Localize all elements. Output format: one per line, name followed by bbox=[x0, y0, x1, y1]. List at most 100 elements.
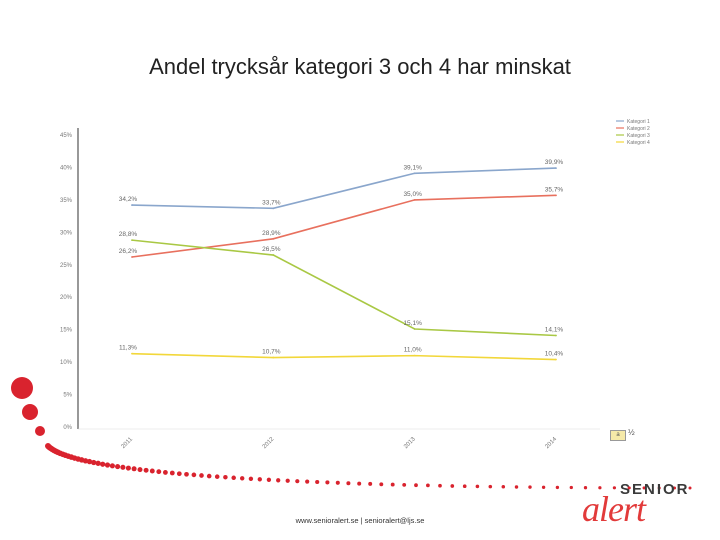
x-tick-label: 2012 bbox=[262, 436, 276, 450]
decorative-dot bbox=[627, 486, 631, 490]
decorative-dot bbox=[86, 458, 93, 465]
data-point bbox=[413, 354, 416, 357]
y-tick-label: 10% bbox=[60, 360, 73, 366]
decorative-dot bbox=[285, 478, 290, 483]
data-labels: 34,2% 33,7% 39,1% 39,9% 26,2% 28,9% 35,0% 35,7%… bbox=[119, 159, 564, 357]
decorative-dot bbox=[305, 479, 310, 484]
series-line-3 bbox=[131, 239, 557, 337]
decorative-dot bbox=[231, 475, 236, 481]
data-label: 39,9% bbox=[545, 159, 564, 166]
decorative-dot bbox=[239, 476, 245, 481]
data-label: 35,7% bbox=[545, 186, 564, 193]
decorative-dot bbox=[191, 472, 197, 478]
decorative-dot bbox=[450, 484, 455, 488]
decorative-dot bbox=[501, 485, 506, 489]
decorative-dot bbox=[162, 469, 168, 475]
decorative-dot bbox=[169, 470, 175, 476]
decorative-dot bbox=[35, 426, 45, 436]
decorative-dot bbox=[488, 484, 493, 489]
y-tick-label: 35% bbox=[60, 198, 73, 204]
data-label: 15,1% bbox=[403, 320, 422, 327]
y-tick-label: 5% bbox=[63, 393, 72, 399]
decorative-dot bbox=[82, 458, 89, 464]
data-point bbox=[131, 204, 133, 206]
data-label: 10,4% bbox=[545, 351, 564, 358]
decorative-dot bbox=[206, 473, 212, 479]
decorative-dot bbox=[315, 479, 320, 485]
data-label: 33,7% bbox=[262, 199, 281, 206]
data-point bbox=[555, 194, 557, 197]
legend-label: Kategori 3 bbox=[627, 133, 650, 139]
series-lines bbox=[131, 167, 557, 361]
data-label: 26,2% bbox=[119, 248, 138, 255]
x-tick-label: 2014 bbox=[544, 436, 558, 450]
y-tick-label: 15% bbox=[60, 328, 73, 334]
data-point bbox=[272, 254, 275, 256]
decorative-dot bbox=[137, 467, 143, 473]
decorative-dot bbox=[475, 484, 480, 489]
data-point bbox=[413, 198, 416, 201]
decorative-dot bbox=[248, 476, 254, 481]
decorative-dot bbox=[223, 474, 228, 480]
decorative-dot bbox=[120, 464, 126, 470]
decorative-dot bbox=[379, 482, 384, 487]
decorative-dot bbox=[688, 486, 692, 490]
decorative-dot bbox=[184, 471, 189, 477]
decorative-dot bbox=[276, 478, 281, 483]
decorative-dot bbox=[528, 485, 532, 489]
decorative-dot bbox=[426, 483, 430, 488]
decorative-dot bbox=[115, 464, 121, 470]
decorative-dot bbox=[11, 377, 33, 399]
y-tick-label: 25% bbox=[60, 263, 73, 269]
series-line-2 bbox=[131, 194, 557, 258]
decorative-dot bbox=[569, 485, 573, 490]
data-label: 10,7% bbox=[262, 349, 281, 356]
decorative-dot bbox=[583, 486, 588, 490]
decorative-dot bbox=[414, 483, 418, 488]
data-point bbox=[413, 172, 416, 175]
decorative-dot bbox=[657, 486, 661, 490]
decorative-dot bbox=[22, 404, 38, 420]
data-point bbox=[555, 167, 557, 169]
data-label: 39,1% bbox=[403, 164, 422, 171]
decorative-dot bbox=[598, 486, 602, 490]
decorative-dot bbox=[541, 485, 546, 489]
decorative-dot bbox=[642, 486, 646, 490]
y-tick-labels: 0% 5% 10% 15% 20% 25% 30% 35% 40% 45% bbox=[60, 133, 73, 431]
data-label: 28,9% bbox=[262, 230, 281, 237]
chart-object-icon: a bbox=[610, 430, 626, 441]
data-point bbox=[131, 352, 133, 355]
slide-title: Andel trycksår kategori 3 och 4 har mins… bbox=[149, 54, 571, 79]
series-line-1 bbox=[131, 167, 557, 210]
decorative-dot bbox=[214, 474, 220, 479]
data-label: 28,8% bbox=[119, 231, 138, 238]
legend-label: Kategori 1 bbox=[627, 119, 650, 125]
decorative-dot bbox=[672, 486, 677, 490]
y-tick-label: 0% bbox=[63, 425, 72, 431]
decorative-dot bbox=[149, 468, 155, 474]
data-point bbox=[555, 358, 557, 361]
decorative-dot bbox=[176, 471, 182, 477]
data-point bbox=[272, 237, 275, 240]
decorative-dot bbox=[357, 481, 362, 486]
x-tick-label: 2011 bbox=[121, 436, 135, 450]
data-label: 26,5% bbox=[262, 246, 281, 253]
decorative-dot bbox=[257, 477, 262, 482]
senior-alert-logo: SENIOR alert bbox=[582, 478, 702, 529]
decorative-dot bbox=[100, 461, 106, 467]
decorative-dot bbox=[109, 463, 115, 469]
decorative-dot bbox=[199, 473, 204, 478]
decorative-dot bbox=[462, 484, 467, 489]
data-point bbox=[272, 356, 275, 359]
y-tick-label: 30% bbox=[60, 230, 73, 236]
decorative-dot bbox=[156, 469, 162, 475]
footer-contact: www.senioralert.se | senioralert@ljs.se bbox=[295, 516, 425, 525]
x-tick-label: 2013 bbox=[403, 436, 417, 450]
y-tick-label: 40% bbox=[60, 165, 73, 171]
logo-senior-text: SENIOR bbox=[620, 481, 690, 498]
decorative-dot bbox=[514, 485, 519, 489]
decorative-dot bbox=[295, 479, 300, 484]
data-label: 34,2% bbox=[119, 196, 138, 203]
